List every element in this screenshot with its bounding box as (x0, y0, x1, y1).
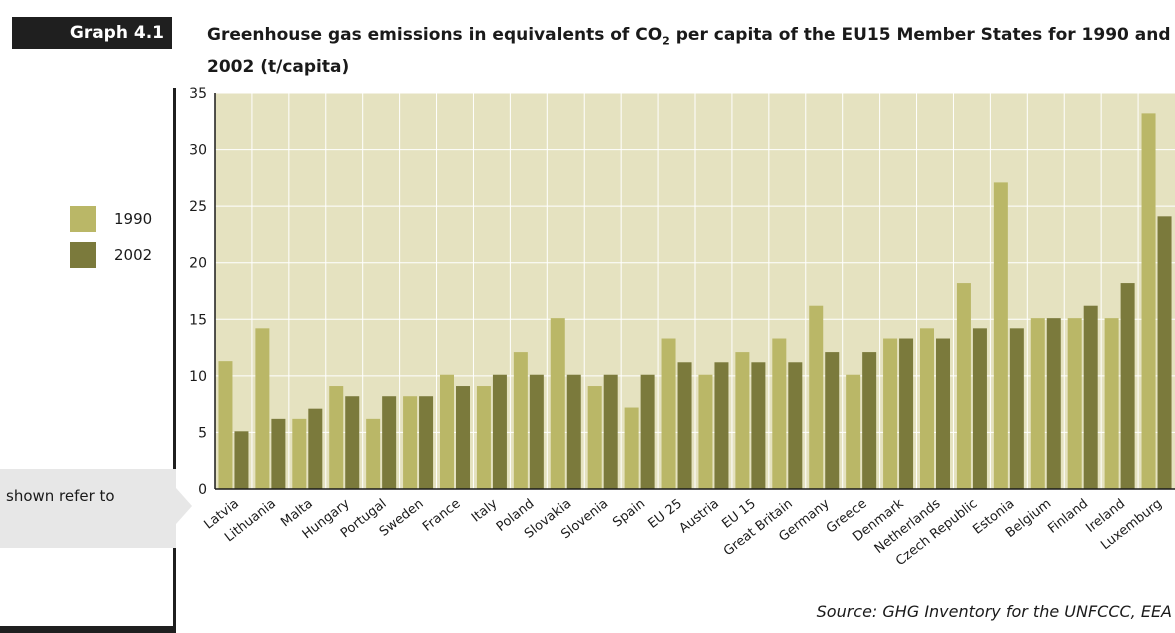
bar-2002 (899, 338, 914, 489)
bar-2002 (714, 362, 729, 489)
bar-1990 (1030, 318, 1045, 489)
x-tick-label: Finland (1045, 496, 1091, 536)
title-rest: per capita of the EU15 Member States for… (207, 25, 1171, 78)
bar-2002 (234, 431, 249, 489)
bar-1990 (883, 338, 898, 489)
y-tick-label: 5 (198, 425, 207, 441)
bar-1990 (920, 328, 934, 489)
y-tick-label: 30 (189, 143, 207, 159)
y-tick-label: 0 (198, 482, 207, 498)
title-subscript: 2 (662, 34, 670, 48)
legend-swatch-1990 (70, 206, 96, 232)
bar-1990 (661, 338, 676, 489)
y-tick-label: 25 (189, 199, 207, 215)
title-main: Greenhouse gas emissions in equivalents … (207, 25, 663, 45)
bar-2002 (419, 396, 434, 489)
bar-2002 (1083, 305, 1098, 489)
bar-2002 (936, 338, 950, 489)
graph-label: Graph 4.1 (12, 17, 172, 49)
source-note: Source: GHG Inventory for the UNFCCC, EE… (816, 602, 1172, 621)
bar-1990 (218, 361, 233, 489)
bottom-divider (0, 626, 176, 633)
bar-2002 (456, 386, 470, 489)
bar-2002 (1157, 216, 1172, 489)
chart-title: Greenhouse gas emissions in equivalents … (207, 22, 1172, 80)
bar-1990 (255, 328, 270, 489)
legend-label-2002: 2002 (114, 246, 153, 264)
bar-1990 (366, 418, 381, 489)
bar-2002 (825, 352, 840, 489)
bar-2002 (529, 374, 544, 489)
bar-2002 (862, 352, 877, 489)
y-tick-label: 15 (189, 312, 207, 328)
bar-1990 (292, 418, 307, 489)
bar-2002 (640, 374, 655, 489)
bar-1990 (440, 374, 454, 489)
legend-item-1990: 1990 (70, 206, 152, 232)
bar-1990 (809, 305, 824, 489)
bar-1990 (772, 338, 787, 489)
side-note-arrow (176, 488, 192, 524)
side-note-text: shown refer to (6, 487, 115, 505)
bar-2002 (1046, 318, 1061, 489)
vertical-divider (173, 88, 176, 633)
bar-2002 (566, 374, 581, 489)
y-tick-label: 10 (189, 369, 207, 385)
y-tick-label: 20 (189, 256, 207, 272)
bar-1990 (1104, 318, 1119, 489)
bar-1990 (956, 283, 971, 489)
bar-2002 (751, 362, 766, 489)
legend-label-1990: 1990 (114, 210, 153, 228)
bar-2002 (677, 362, 692, 489)
bar-1990 (846, 374, 861, 489)
bar-1990 (513, 352, 528, 489)
bar-2002 (345, 396, 360, 489)
bar-1990 (587, 386, 602, 489)
x-tick-label: Austria (676, 496, 721, 536)
bar-2002 (271, 418, 286, 489)
x-tick-label: Spain (610, 496, 648, 530)
bar-1990 (550, 318, 565, 489)
bar-2002 (788, 362, 803, 489)
x-tick-label: France (420, 496, 463, 534)
bar-2002 (603, 374, 618, 489)
side-note-box: shown refer to (0, 469, 176, 548)
bar-2002 (492, 374, 507, 489)
bar-1990 (698, 374, 713, 489)
bar-2002 (382, 396, 397, 489)
bar-1990 (1067, 318, 1082, 489)
bar-1990 (329, 386, 344, 489)
bar-2002 (1009, 328, 1024, 489)
legend-item-2002: 2002 (70, 242, 152, 268)
legend-swatch-2002 (70, 242, 96, 268)
bar-1990 (735, 352, 750, 489)
y-tick-label: 35 (189, 86, 207, 102)
bar-2002 (972, 328, 987, 489)
bar-1990 (993, 182, 1008, 489)
bar-1990 (624, 407, 639, 489)
bar-1990 (476, 386, 491, 489)
bar-2002 (1120, 283, 1135, 489)
bar-1990 (1141, 113, 1156, 489)
bar-2002 (308, 408, 323, 489)
bar-1990 (403, 396, 418, 489)
